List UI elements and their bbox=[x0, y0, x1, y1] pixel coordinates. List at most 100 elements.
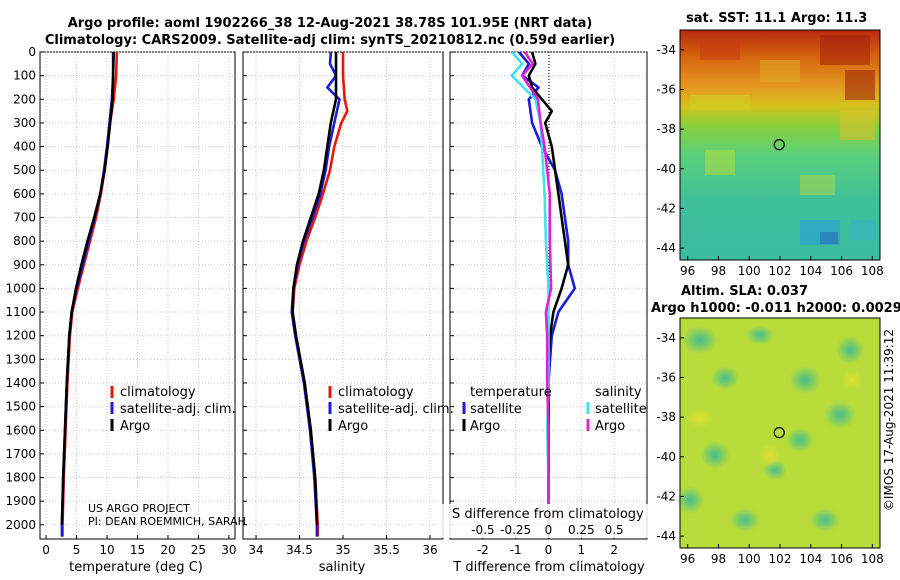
salinity-legend: climatology satellite-adj. clim. Argo bbox=[328, 385, 454, 434]
map-x-tick-label: 104 bbox=[799, 552, 822, 566]
x-tick-label: 0 bbox=[545, 543, 553, 557]
top-tick-label: 0 bbox=[545, 523, 553, 537]
map-x-tick-label: 102 bbox=[769, 264, 792, 278]
depth-tick-label: 100 bbox=[13, 69, 36, 83]
depth-tick-label: 400 bbox=[13, 140, 36, 154]
series-line-argo bbox=[291, 52, 338, 525]
temperature-xlabel: temperature (deg C) bbox=[69, 560, 203, 575]
sla-map-title-line1: Altim. SLA: 0.037 bbox=[681, 284, 808, 299]
legend-label-satellite: satellite-adj. clim. bbox=[120, 402, 236, 417]
depth-tick-label: 1200 bbox=[5, 329, 36, 343]
depth-tick-label: 1100 bbox=[5, 305, 36, 319]
top-axis-backdrop bbox=[442, 504, 648, 538]
x-tick-label: 34 bbox=[248, 543, 263, 557]
depth-tick-label: 1800 bbox=[5, 471, 36, 485]
sla-map-title-line2: Argo h1000: -0.011 h2000: 0.0029 bbox=[651, 301, 900, 316]
map-y-tick-label: -34 bbox=[656, 43, 676, 57]
legend-label-argo: Argo bbox=[338, 419, 368, 434]
salinity-panel: 34 34.5 35 35.5 36 bbox=[242, 51, 444, 557]
argo-position-marker bbox=[773, 139, 785, 151]
map-x-tick-label: 104 bbox=[799, 264, 822, 278]
legend-label-sal-satellite: satellite bbox=[595, 402, 647, 417]
s-difference-label: S difference from climatology bbox=[452, 507, 644, 522]
legend-label-argo: Argo bbox=[120, 419, 150, 434]
legend-label-temp-satellite: satellite bbox=[470, 402, 522, 417]
depth-tick-label: 2000 bbox=[5, 518, 36, 532]
map-y-tick-label: -38 bbox=[656, 410, 676, 424]
credit-pi: PI: DEAN ROEMMICH, SARAH bbox=[88, 515, 246, 528]
legend-title-temperature: temperature bbox=[470, 385, 552, 400]
depth-tick-label: 700 bbox=[13, 210, 36, 224]
depth-tick-label: 0 bbox=[28, 45, 36, 59]
depth-tick-label: 500 bbox=[13, 163, 36, 177]
x-tick-label: 1 bbox=[578, 543, 586, 557]
depth-tick-label: 300 bbox=[13, 116, 36, 130]
map-x-tick-label: 98 bbox=[711, 552, 726, 566]
series-line-argo bbox=[60, 52, 115, 525]
map-y-tick-label: -40 bbox=[656, 450, 676, 464]
map-y-tick-label: -44 bbox=[656, 241, 676, 255]
depth-tick-label: 800 bbox=[13, 234, 36, 248]
depth-tick-label: 900 bbox=[13, 258, 36, 272]
salinity-xlabel: salinity bbox=[319, 560, 366, 575]
top-tick-label: -0.25 bbox=[500, 523, 531, 537]
sla-map: 96 98 100 102 104 106 108 -34 -36 -38 -40 -42 -44 bbox=[656, 317, 884, 566]
map-x-tick-label: 98 bbox=[711, 264, 726, 278]
legend-label-sal-argo: Argo bbox=[595, 419, 625, 434]
x-tick-label: 34.5 bbox=[286, 543, 313, 557]
x-tick-label: 5 bbox=[73, 543, 81, 557]
depth-tick-label: 1700 bbox=[5, 447, 36, 461]
x-tick-label: 0 bbox=[42, 543, 50, 557]
legend-title-salinity: salinity bbox=[595, 385, 642, 400]
x-tick-label: 30 bbox=[221, 543, 236, 557]
legend-label-climatology: climatology bbox=[120, 385, 196, 400]
imos-timestamp-text: ©IMOS 17-Aug-2021 11:39:12 bbox=[882, 328, 896, 512]
map-x-tick-label: 96 bbox=[680, 264, 695, 278]
x-tick-label: 35 bbox=[335, 543, 350, 557]
x-tick-label: 2 bbox=[610, 543, 618, 557]
argo-position-marker bbox=[773, 427, 785, 439]
map-x-tick-label: 108 bbox=[861, 552, 884, 566]
top-tick-label: -0.5 bbox=[471, 523, 494, 537]
x-tick-label: 25 bbox=[191, 543, 206, 557]
legend-label-satellite: satellite-adj. clim. bbox=[338, 402, 454, 417]
map-x-tick-label: 108 bbox=[861, 264, 884, 278]
map-y-tick-label: -36 bbox=[656, 370, 676, 384]
x-tick-label: -2 bbox=[477, 543, 489, 557]
sst-map-title: sat. SST: 11.1 Argo: 11.3 bbox=[686, 11, 868, 26]
figure-title-line2: Climatology: CARS2009. Satellite-adj cli… bbox=[44, 33, 616, 48]
depth-tick-label: 1400 bbox=[5, 376, 36, 390]
depth-tick-label: 1500 bbox=[5, 400, 36, 414]
depth-tick-label: 200 bbox=[13, 92, 36, 106]
x-tick-label: -1 bbox=[510, 543, 522, 557]
map-y-tick-label: -38 bbox=[656, 122, 676, 136]
sst-map-texture bbox=[690, 35, 875, 245]
depth-tick-label: 1900 bbox=[5, 494, 36, 508]
x-tick-label: 36 bbox=[422, 543, 437, 557]
map-y-tick-label: -44 bbox=[656, 529, 676, 543]
depth-tick-label: 1000 bbox=[5, 281, 36, 295]
map-y-tick-label: -34 bbox=[656, 331, 676, 345]
legend-label-temp-argo: Argo bbox=[470, 419, 500, 434]
credit-project: US ARGO PROJECT bbox=[88, 502, 190, 515]
map-x-tick-label: 100 bbox=[738, 264, 761, 278]
map-x-tick-label: 100 bbox=[738, 552, 761, 566]
difference-legend-temperature: temperature satellite Argo bbox=[462, 385, 552, 434]
imos-timestamp: ©IMOS 17-Aug-2021 11:39:12 bbox=[882, 300, 896, 540]
series-line-salinity-argo bbox=[520, 52, 553, 525]
map-y-tick-label: -42 bbox=[656, 489, 676, 503]
depth-tick-label: 600 bbox=[13, 187, 36, 201]
map-y-tick-label: -40 bbox=[656, 162, 676, 176]
difference-legend-salinity: salinity satellite Argo bbox=[586, 385, 647, 434]
map-x-tick-label: 102 bbox=[769, 552, 792, 566]
x-tick-label: 20 bbox=[160, 543, 175, 557]
depth-tick-label: 1600 bbox=[5, 423, 36, 437]
map-x-tick-label: 106 bbox=[830, 552, 853, 566]
map-y-tick-label: -42 bbox=[656, 201, 676, 215]
difference-panel: -2 -1 0 1 2 bbox=[449, 51, 648, 557]
figure-title-line1: Argo profile: aoml 1902266_38 12-Aug-202… bbox=[67, 16, 593, 31]
map-x-tick-label: 96 bbox=[680, 552, 695, 566]
sla-map-eddies bbox=[676, 325, 864, 532]
map-x-tick-label: 106 bbox=[830, 264, 853, 278]
